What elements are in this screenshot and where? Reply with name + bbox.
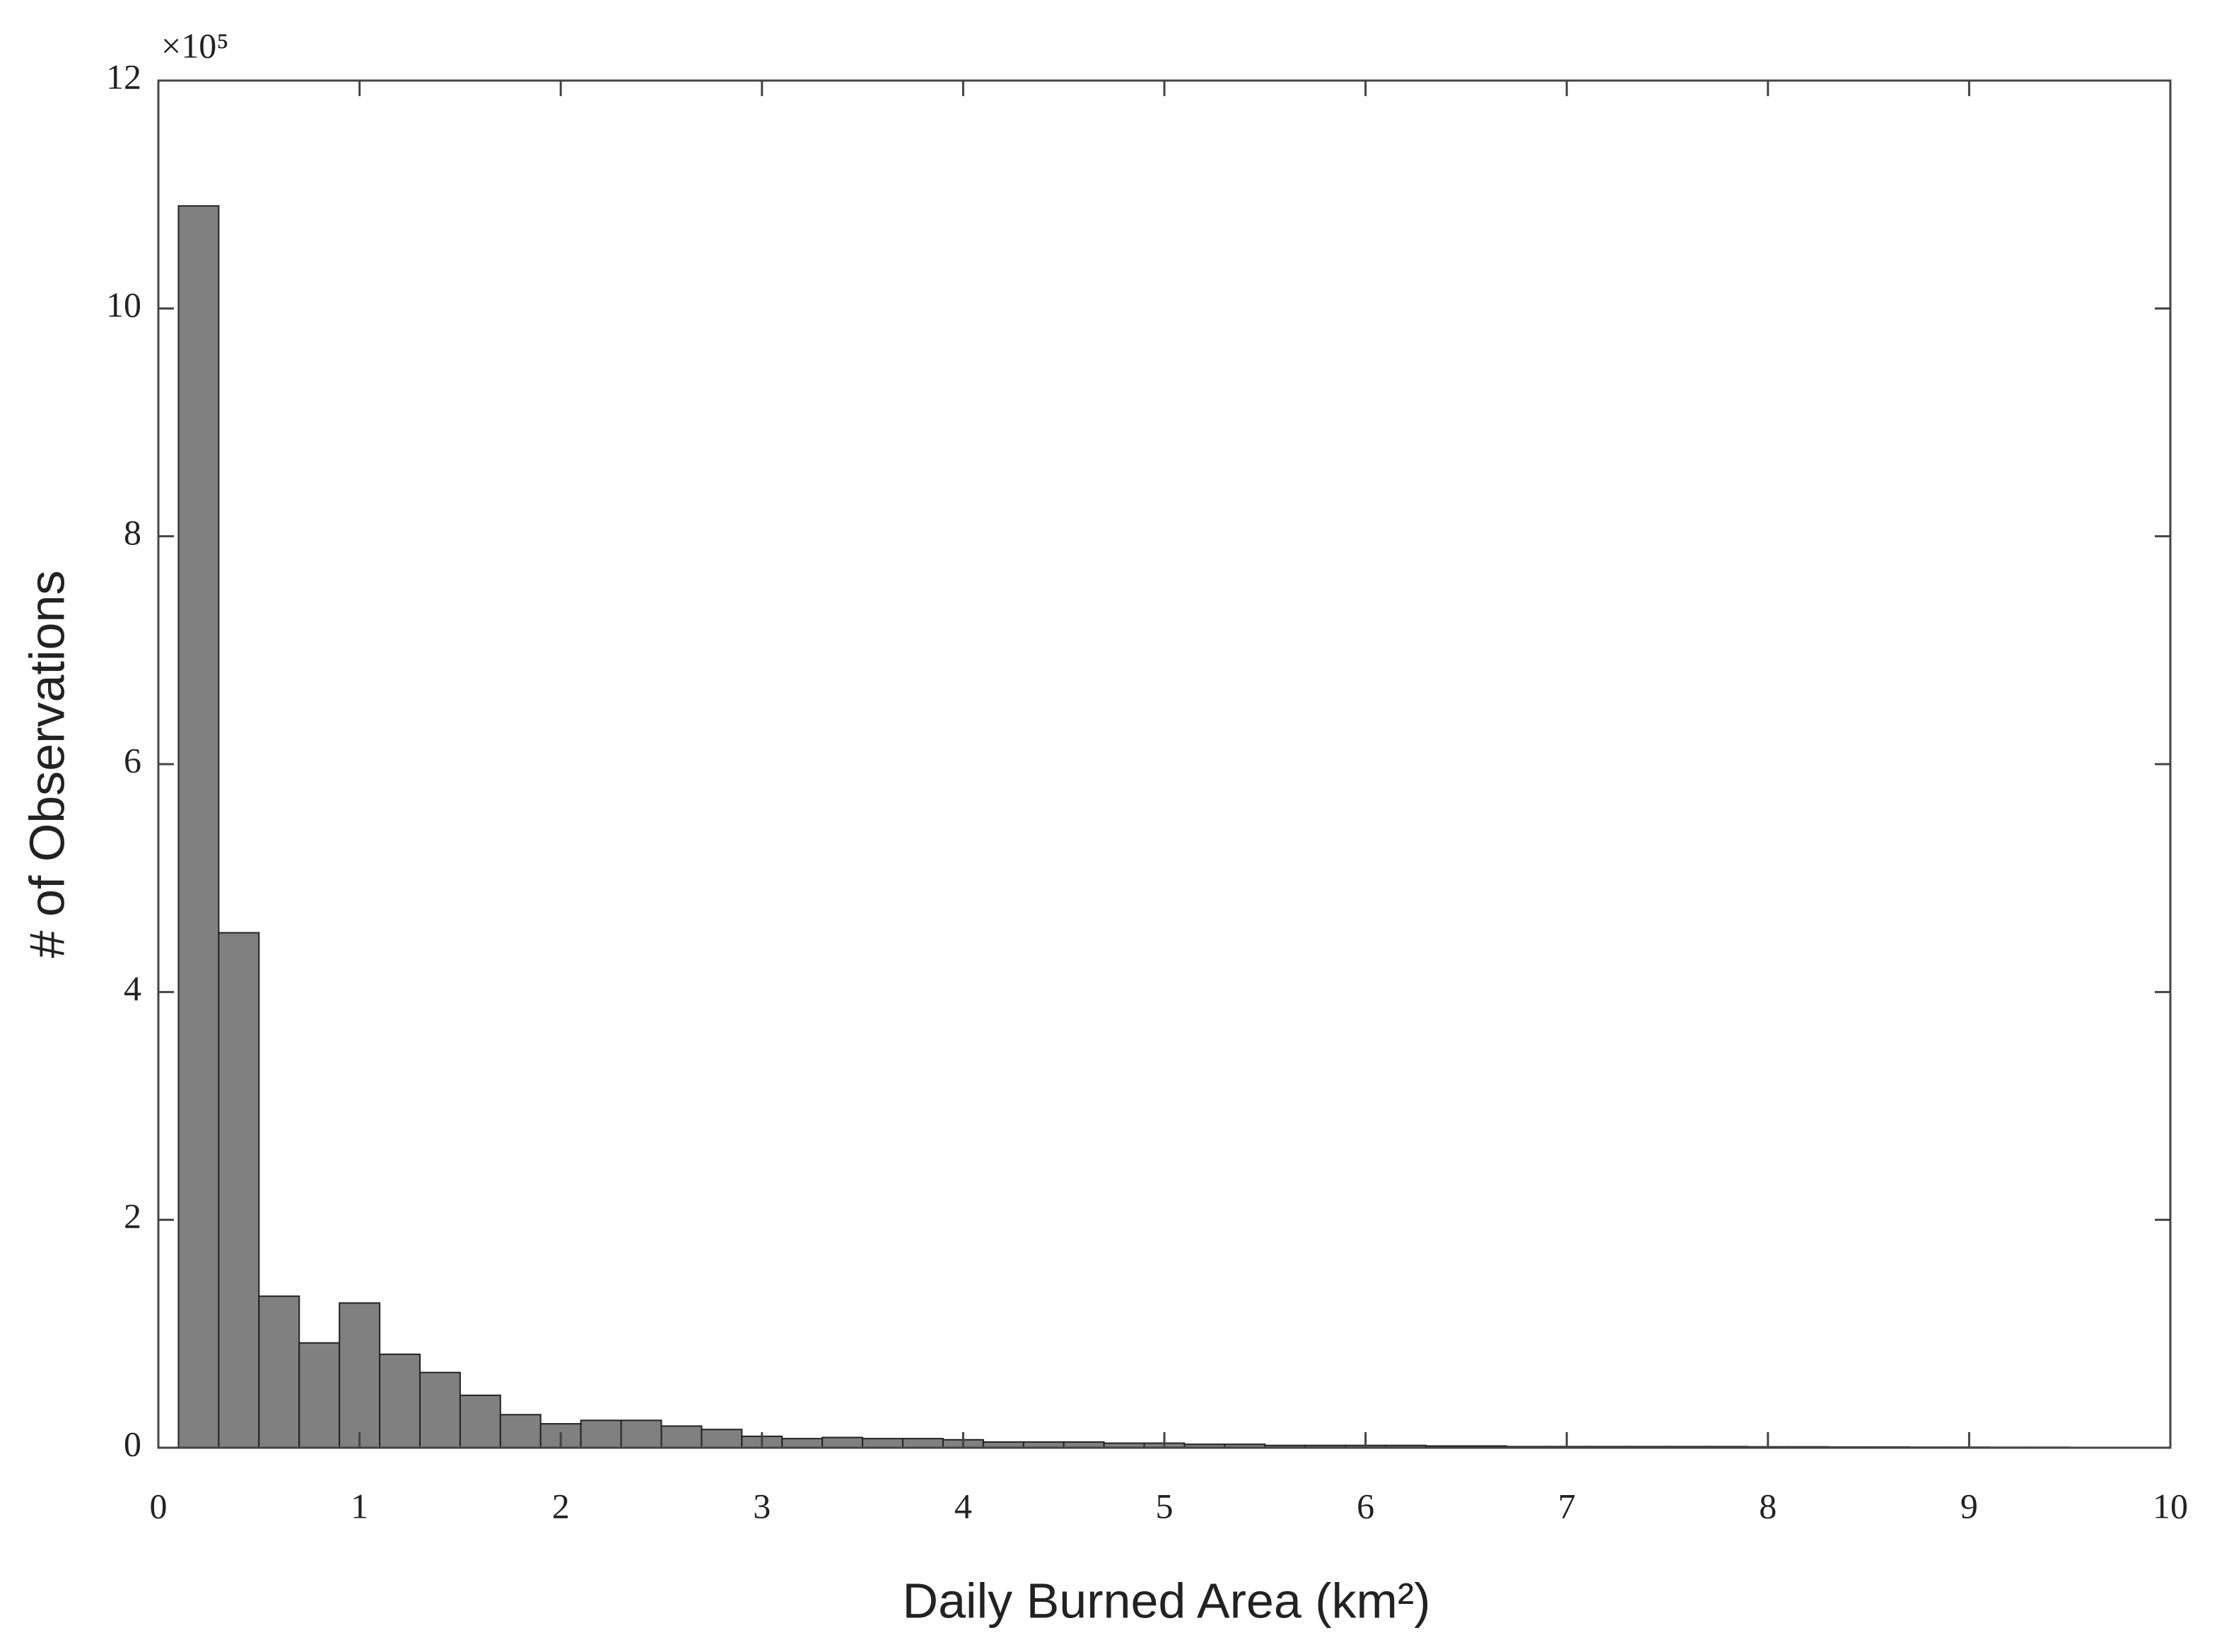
y-tick-label: 4 bbox=[124, 968, 141, 1008]
bar bbox=[902, 1438, 944, 1449]
bar bbox=[379, 1353, 421, 1449]
x-tick-label: 2 bbox=[552, 1486, 570, 1525]
bar bbox=[258, 1295, 300, 1448]
bar bbox=[419, 1371, 461, 1449]
bar bbox=[298, 1342, 341, 1449]
y-tick-label: 8 bbox=[124, 512, 141, 552]
y-tick-label: 12 bbox=[106, 57, 141, 96]
bar bbox=[620, 1419, 662, 1448]
y-tick-label: 6 bbox=[124, 740, 141, 780]
x-tick-label: 4 bbox=[954, 1486, 972, 1525]
x-tick-label: 8 bbox=[1759, 1486, 1777, 1525]
bar bbox=[499, 1414, 542, 1449]
y-tick-label: 0 bbox=[124, 1424, 141, 1463]
x-tick-label: 9 bbox=[1960, 1486, 1978, 1525]
y-tick-label: 2 bbox=[124, 1196, 141, 1236]
x-tick-label: 1 bbox=[351, 1486, 368, 1525]
bar bbox=[821, 1436, 864, 1448]
x-tick-label: 10 bbox=[2153, 1486, 2188, 1525]
bar bbox=[459, 1394, 501, 1448]
x-tick-label: 7 bbox=[1558, 1486, 1576, 1525]
bar bbox=[218, 932, 260, 1448]
bar bbox=[660, 1425, 703, 1448]
bar bbox=[177, 205, 220, 1448]
x-tick-label: 5 bbox=[1156, 1486, 1174, 1525]
x-tick-label: 3 bbox=[753, 1486, 771, 1525]
plot-frame bbox=[157, 79, 2172, 1449]
x-tick-label: 6 bbox=[1357, 1486, 1374, 1525]
x-axis-label: Daily Burned Area (km²) bbox=[903, 1573, 1431, 1628]
bar bbox=[781, 1438, 824, 1449]
y-axis-label: # of Observations bbox=[19, 570, 74, 959]
x-tick-label: 0 bbox=[150, 1486, 168, 1525]
y-multiplier: ×10⁵ bbox=[161, 25, 229, 65]
bar bbox=[862, 1438, 904, 1449]
bar bbox=[580, 1419, 622, 1448]
bar bbox=[339, 1302, 381, 1449]
y-tick-label: 10 bbox=[106, 285, 141, 324]
bar bbox=[701, 1429, 743, 1449]
